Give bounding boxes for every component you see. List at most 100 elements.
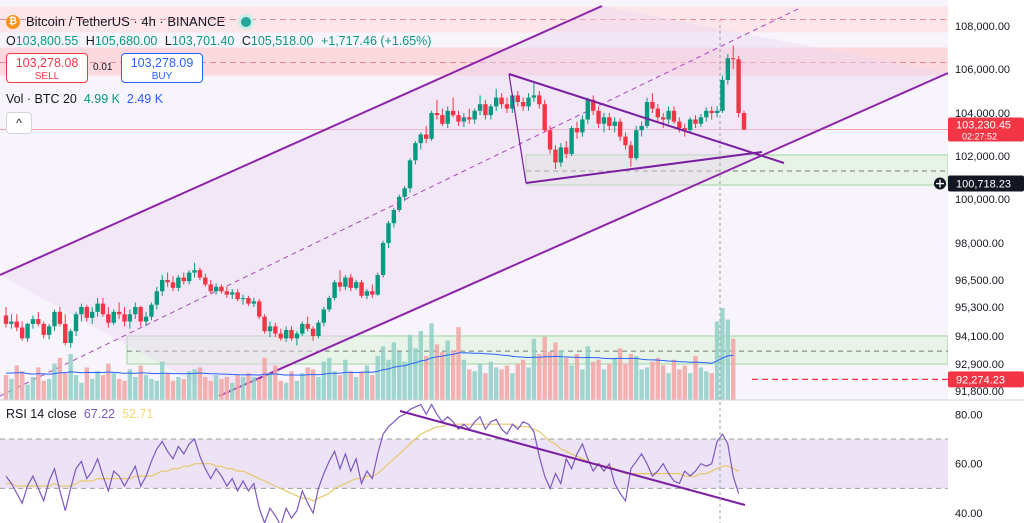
candle-body xyxy=(208,284,213,292)
ohlc-low: 103,701.40 xyxy=(171,34,235,48)
candle-body xyxy=(423,134,429,139)
volume-ma-value: 2.49 K xyxy=(126,92,164,106)
candle xyxy=(353,280,359,291)
volume-bar xyxy=(89,378,95,400)
candle xyxy=(607,113,612,131)
candle xyxy=(192,262,197,278)
volume-bar xyxy=(397,352,402,400)
volume-bar xyxy=(687,373,693,400)
ohlc-open-key: O xyxy=(6,34,16,48)
ohlc-low-key: L xyxy=(164,34,172,48)
candle xyxy=(283,326,289,342)
volume-bar xyxy=(671,359,677,400)
candle xyxy=(687,117,693,133)
candle xyxy=(176,275,181,292)
buy-button[interactable]: 103,278.09 BUY xyxy=(121,53,203,83)
candle xyxy=(186,270,192,285)
volume-bar xyxy=(165,373,170,400)
sell-price: 103,278.08 xyxy=(15,56,79,70)
volume-bar xyxy=(111,373,116,400)
volume-bar xyxy=(133,377,138,400)
sell-button[interactable]: 103,278.08 SELL xyxy=(6,53,88,83)
candle-body xyxy=(520,102,526,107)
volume-bar xyxy=(434,344,440,400)
candle-body xyxy=(644,102,650,126)
rsi-axis-tick: 40.00 xyxy=(955,508,983,520)
candle-body xyxy=(677,121,682,129)
candle-body xyxy=(30,319,36,324)
volume-bar xyxy=(558,350,564,400)
candle-body xyxy=(138,307,143,322)
candle-body xyxy=(25,323,30,339)
volume-bar xyxy=(294,380,300,400)
volume-bar xyxy=(106,363,111,400)
volume-bar xyxy=(423,355,429,400)
candle xyxy=(736,56,741,118)
volume-legend[interactable]: Vol · BTC 20 4.99 K 2.49 K xyxy=(6,92,163,106)
volume-bar xyxy=(666,373,671,400)
candle xyxy=(407,158,413,193)
candle xyxy=(741,110,747,131)
volume-bar xyxy=(79,382,84,400)
candle xyxy=(14,314,19,332)
candle xyxy=(660,113,666,129)
volume-bar xyxy=(445,340,450,400)
candle xyxy=(370,284,375,298)
candle-body xyxy=(429,113,434,139)
candle-body xyxy=(3,315,9,324)
candle xyxy=(348,273,353,292)
volume-bar xyxy=(494,367,499,400)
candle-body xyxy=(165,280,170,283)
volume-bar xyxy=(553,342,558,400)
candle xyxy=(224,286,230,298)
candle-body xyxy=(413,143,418,161)
candle xyxy=(19,321,25,341)
candle-body xyxy=(73,314,79,332)
candle-body xyxy=(477,104,483,111)
candle-body xyxy=(660,117,666,120)
volume-bar xyxy=(305,367,310,400)
volume-bar xyxy=(440,352,445,400)
candle-body xyxy=(316,322,321,336)
candle-body xyxy=(52,311,57,327)
volume-bar xyxy=(14,365,19,400)
candle-body xyxy=(494,97,499,107)
collapse-legend-button[interactable]: ^ xyxy=(6,112,32,134)
volume-bar xyxy=(3,375,9,400)
candle xyxy=(601,113,607,133)
volume-bar xyxy=(693,355,698,400)
candle-body xyxy=(687,119,693,131)
symbol-title[interactable]: Bitcoin / TetherUS · 4h · BINANCE xyxy=(26,14,226,29)
volume-bar xyxy=(127,369,133,400)
candle xyxy=(154,286,160,310)
price-label-text: 100,718.23 xyxy=(956,179,1011,191)
candle-body xyxy=(440,115,445,124)
candle-body xyxy=(467,117,472,120)
volume-bar xyxy=(450,350,456,400)
candle-body xyxy=(181,277,186,282)
candle xyxy=(165,272,170,287)
candle xyxy=(456,110,461,126)
price-axis-background xyxy=(948,0,1024,523)
price-label-text: 103,230.45 xyxy=(956,120,1011,132)
candle xyxy=(219,284,224,294)
candle xyxy=(262,314,267,334)
volume-bar xyxy=(386,359,391,400)
rsi-legend[interactable]: RSI 14 close 67.22 52.71 xyxy=(6,407,153,421)
price-axis-tick: 106,000.00 xyxy=(955,64,1010,76)
candle xyxy=(655,104,661,122)
candle xyxy=(46,323,52,340)
candle xyxy=(127,309,133,329)
candle xyxy=(671,106,677,124)
candle-body xyxy=(353,282,359,288)
volume-bar xyxy=(235,375,240,400)
candle-body xyxy=(698,117,704,124)
volume-bar xyxy=(219,378,224,400)
volume-ma-line xyxy=(5,352,734,376)
candle xyxy=(36,311,41,327)
candle xyxy=(472,108,477,124)
candle xyxy=(564,140,569,159)
candle xyxy=(160,275,165,296)
candle-body xyxy=(256,301,262,317)
